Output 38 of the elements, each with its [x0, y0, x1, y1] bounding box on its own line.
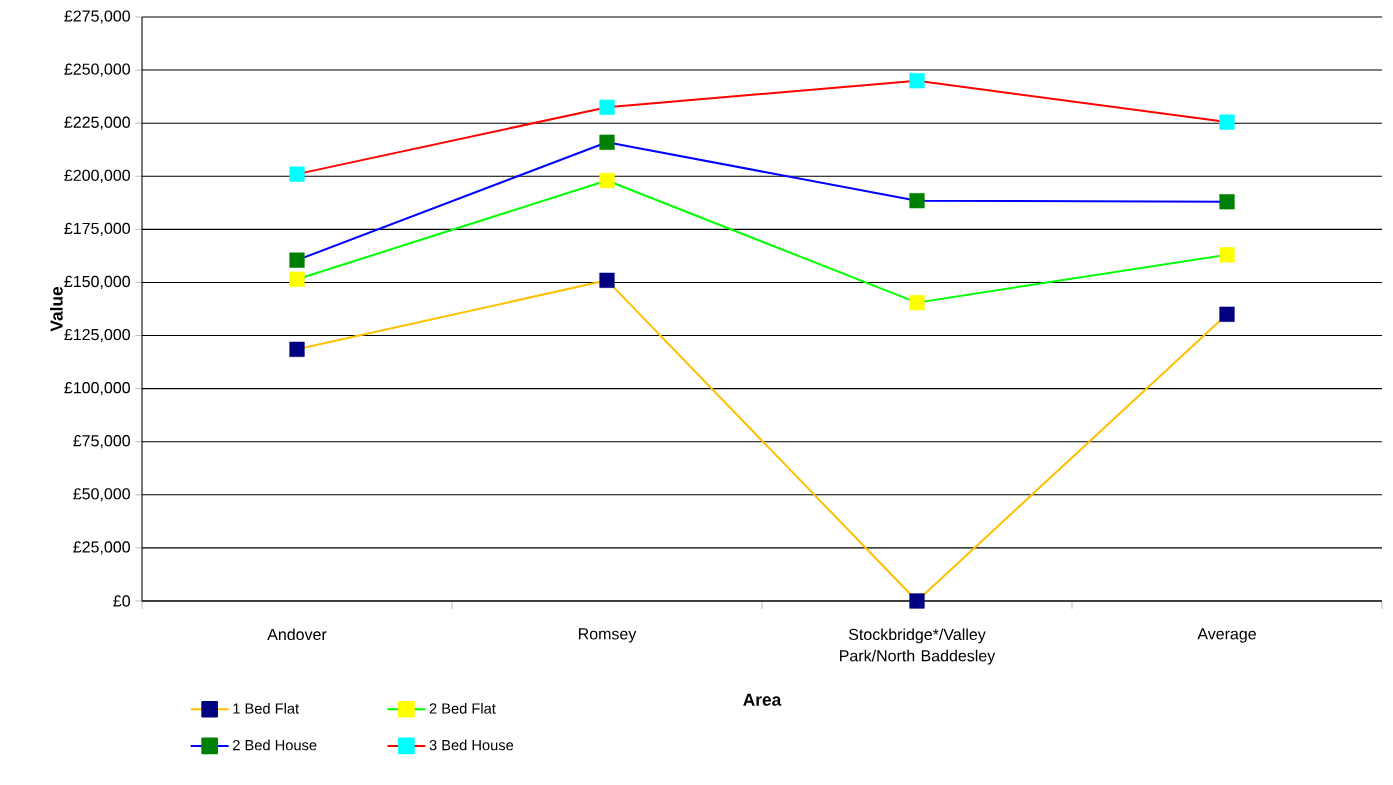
point: [289, 252, 305, 268]
x-tick-label: Andover: [267, 628, 327, 641]
y-tick-label: £0: [113, 595, 131, 607]
y-axis-title: Value: [50, 286, 63, 332]
point: [599, 99, 615, 115]
y-tick-label: £125,000: [64, 328, 130, 343]
x-tick-label: Romsey: [578, 628, 637, 643]
legend-label: 1 Bed Flat: [233, 702, 300, 714]
point: [1219, 306, 1235, 322]
point: [909, 193, 925, 209]
y-tick-label: £100,000: [64, 382, 130, 396]
point: [599, 172, 615, 189]
y-tick-label: £200,000: [64, 169, 130, 183]
y-tick-label: £175,000: [64, 222, 130, 236]
legend-label: 2 Bed House: [233, 739, 317, 751]
point: [289, 166, 305, 182]
point: [909, 73, 925, 89]
point: [289, 341, 305, 357]
x-tick-label: Stockbridge*/Valley Park/North Baddesley: [840, 628, 996, 665]
point: [599, 134, 615, 150]
point: [1219, 194, 1235, 210]
y-tick-label: £50,000: [73, 488, 130, 502]
point: [1219, 247, 1235, 263]
legend-label: 2 Bed Flat: [429, 702, 496, 714]
x-axis-title: Area: [743, 693, 782, 706]
y-tick-label: £250,000: [64, 63, 130, 77]
x-tick-label: Average: [1197, 628, 1256, 643]
point: [909, 295, 925, 311]
legend-label: 3 Bed House: [429, 739, 514, 751]
point: [909, 593, 925, 609]
y-tick-label: £225,000: [64, 116, 130, 130]
y-tick-label: £25,000: [73, 541, 130, 555]
point: [599, 272, 615, 288]
point: [289, 271, 305, 287]
y-tick-label: £150,000: [64, 275, 130, 290]
y-tick-label: £275,000: [64, 10, 130, 24]
y-tick-label: £75,000: [73, 435, 130, 449]
point: [1219, 114, 1235, 130]
